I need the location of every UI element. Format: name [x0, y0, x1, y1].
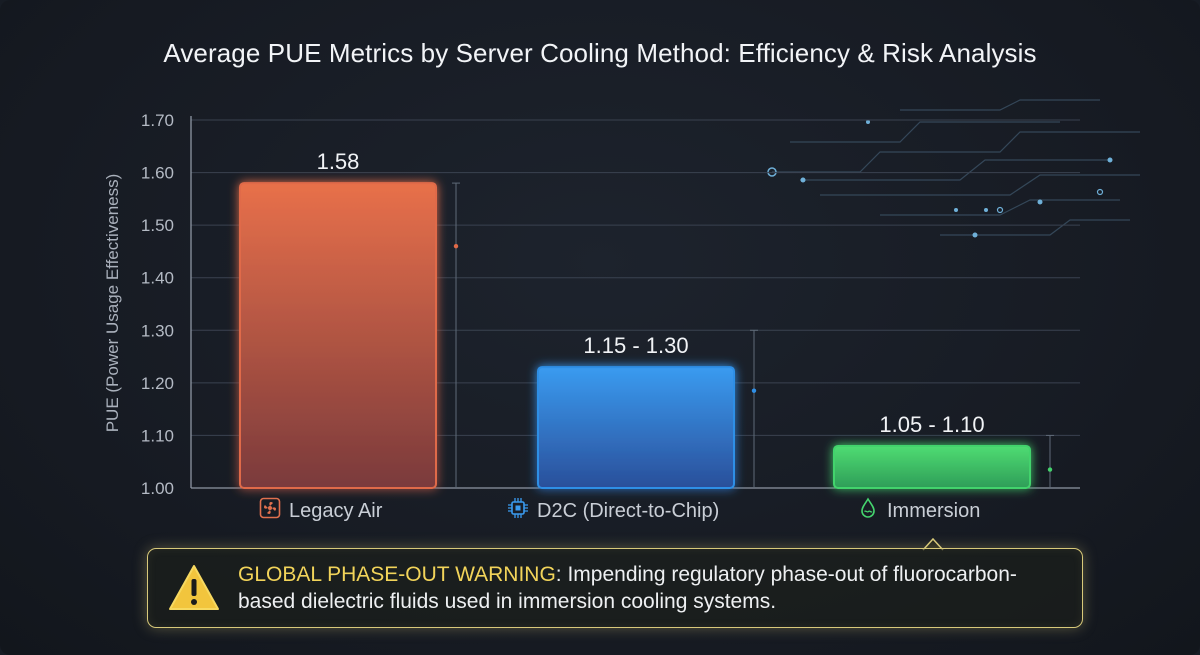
y-tick-label: 1.60 [141, 164, 174, 183]
category-label-immersion: Immersion [857, 497, 980, 525]
y-tick-label: 1.40 [141, 269, 174, 288]
y-tick-label: 1.10 [141, 426, 174, 445]
bar [239, 182, 437, 489]
circuit-decoration [772, 99, 1140, 236]
warning-icon [168, 563, 220, 618]
range-marker [1047, 467, 1053, 472]
water-drop-icon [857, 497, 879, 525]
y-tick-labels: 1.00 1.10 1.20 1.30 1.40 1.50 1.60 1.70 [141, 111, 174, 498]
y-tick-label: 1.30 [141, 321, 174, 340]
circuit-nodes [767, 120, 1113, 238]
y-tick-label: 1.70 [141, 111, 174, 130]
category-label-text: Legacy Air [289, 499, 383, 522]
warning-pointer [922, 537, 944, 551]
category-label-d2c: D2C (Direct-to-Chip) [507, 497, 719, 525]
category-label-text: Immersion [887, 499, 981, 522]
category-label-text: D2C (Direct-to-Chip) [537, 499, 720, 522]
warning-body: : Impending regulatory phase-out of fluo… [238, 563, 1017, 613]
bars [239, 182, 1031, 490]
y-tick-label: 1.00 [141, 479, 174, 498]
warning-text: GLOBAL PHASE-OUT WARNING: Impending regu… [238, 561, 1058, 615]
y-tick-label: 1.50 [141, 216, 174, 235]
range-marker [453, 243, 459, 249]
range-indicators [452, 182, 1054, 488]
warning-callout: GLOBAL PHASE-OUT WARNING: Impending regu… [147, 548, 1083, 628]
data-label: 1.05 - 1.10 [879, 412, 984, 437]
bar [537, 366, 735, 490]
data-label: 1.58 [317, 149, 360, 174]
chip-icon [507, 497, 529, 525]
y-tick-label: 1.20 [141, 374, 174, 393]
data-label: 1.15 - 1.30 [583, 333, 688, 358]
category-label-legacy-air: Legacy Air [259, 497, 382, 525]
data-labels: 1.58 1.15 - 1.30 1.05 - 1.10 [317, 149, 985, 437]
chart-title: Average PUE Metrics by Server Cooling Me… [163, 38, 1037, 68]
y-axis-label: PUE (Power Usage Effectiveness) [103, 174, 122, 433]
bar [833, 444, 1031, 490]
range-marker [751, 388, 757, 393]
fan-icon [259, 497, 281, 525]
warning-heading: GLOBAL PHASE-OUT WARNING [238, 563, 556, 586]
